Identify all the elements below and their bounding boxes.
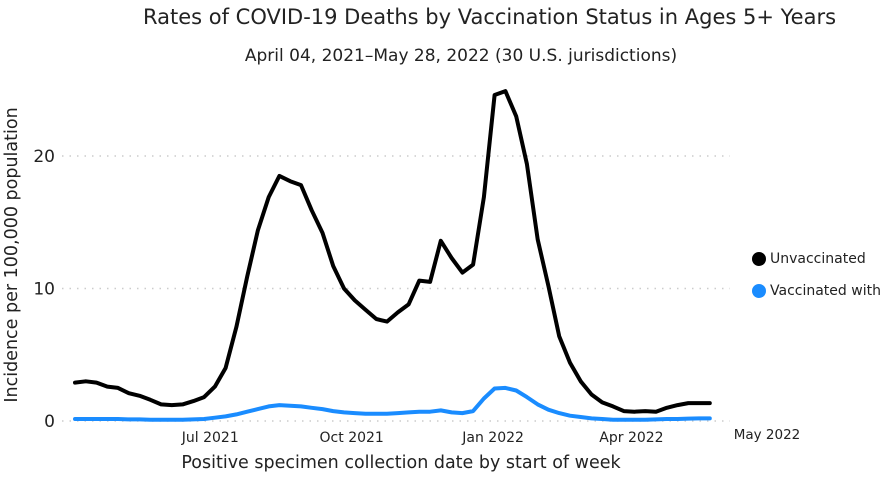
x-tick-label: Jul 2021: [181, 430, 239, 446]
chart-title: Rates of COVID-19 Deaths by Vaccination …: [142, 5, 837, 29]
y-tick-label: 20: [33, 147, 55, 167]
y-tick-label: 10: [33, 280, 55, 300]
x-tick-label: Apr 2022: [599, 430, 663, 446]
x-tick-label: Jan 2022: [461, 430, 524, 446]
legend-marker-icon: [752, 252, 766, 266]
legend-label: Vaccinated with: [770, 283, 881, 299]
y-axis-label: Incidence per 100,000 population: [2, 107, 22, 402]
x-tick-label: Oct 2021: [320, 430, 384, 446]
y-tick-label: 0: [44, 412, 55, 432]
x-tick-label: May 2022: [734, 427, 801, 443]
legend-label: Unvaccinated: [770, 251, 866, 267]
series-line-unvaccinated: [73, 89, 712, 414]
legend-marker-icon: [752, 284, 766, 298]
chart-subtitle: April 04, 2021–May 28, 2022 (30 U.S. jur…: [244, 46, 678, 66]
series-line-vaccinated-with: [73, 385, 712, 422]
legend-item-unvaccinated[interactable]: Unvaccinated: [752, 251, 866, 267]
x-axis-label: Positive specimen collection date by sta…: [181, 453, 621, 473]
legend-item-vaccinated[interactable]: Vaccinated with: [752, 283, 881, 299]
